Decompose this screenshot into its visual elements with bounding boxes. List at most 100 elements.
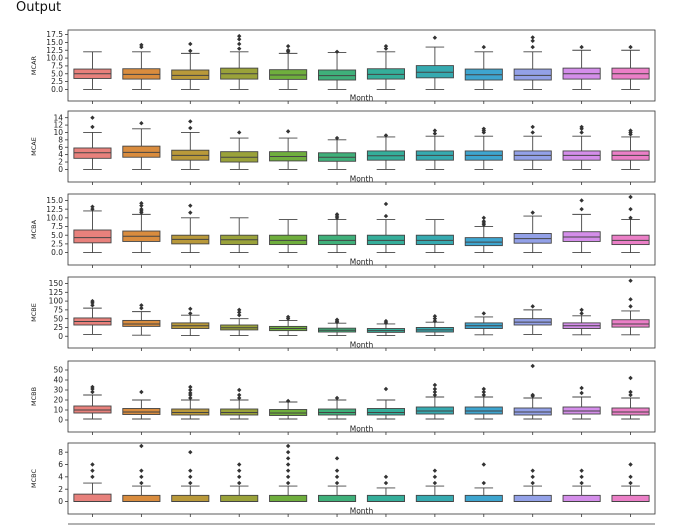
outlier-point (237, 480, 242, 486)
box-month-10 (513, 124, 552, 170)
box-month-11 (562, 124, 601, 170)
outlier-point (530, 210, 535, 215)
box-month-2 (122, 389, 161, 420)
y-tick-label: 20 (53, 396, 63, 405)
box-iqr (171, 494, 210, 502)
panel-frame (67, 442, 656, 515)
outlier-point (579, 307, 584, 313)
box-iqr (611, 234, 650, 246)
outlier-point (334, 212, 340, 217)
outlier-point (237, 307, 242, 313)
box-month-7 (366, 133, 405, 170)
outlier-point (383, 474, 389, 480)
outlier-point (383, 133, 389, 138)
outlier-point (139, 389, 144, 395)
outlier-point (481, 480, 486, 486)
outlier-point (481, 44, 486, 50)
box-month-10 (513, 363, 552, 420)
y-tick-label: 15.0 (46, 38, 63, 47)
y-axis-label: MCBB (30, 387, 38, 406)
outlier-point (139, 443, 144, 449)
outlier-point (530, 124, 535, 130)
y-tick-label: 10.0 (46, 54, 63, 63)
outlier-point (139, 121, 144, 126)
box-month-4 (220, 33, 259, 90)
panel-frame (67, 276, 656, 349)
y-tick-label: 10 (53, 406, 63, 415)
box-month-2 (122, 303, 161, 336)
box-iqr (220, 494, 259, 502)
box-month-7 (366, 474, 405, 503)
outlier-point (628, 474, 633, 480)
box-month-12 (611, 194, 650, 254)
outlier-point (285, 48, 291, 53)
box-month-3 (171, 119, 210, 170)
box-month-4 (220, 130, 259, 170)
x-axis-label: Month (350, 341, 374, 350)
outlier-point (579, 474, 584, 480)
y-tick-label: 7.5 (51, 222, 63, 231)
panel-frame (67, 193, 656, 266)
outlier-point (334, 474, 340, 480)
outlier-point (579, 130, 584, 135)
box-month-5 (269, 129, 308, 170)
panel-mcba: 0.02.55.07.510.012.515.0 MCBA Month (30, 193, 656, 268)
y-tick-label: 6 (58, 143, 63, 152)
outlier-point (530, 38, 535, 44)
y-axis-label: MCBE (30, 303, 38, 322)
outlier-point (139, 468, 144, 473)
x-axis-label: Month (350, 175, 374, 184)
y-tick-label: 0 (58, 332, 63, 341)
panel-frame (67, 29, 656, 102)
outlier-point (628, 389, 633, 395)
y-tick-label: 5.0 (51, 231, 63, 240)
y-tick-label: 0.0 (51, 248, 63, 257)
outlier-point (432, 389, 438, 395)
y-tick-label: 7.5 (51, 62, 63, 71)
box-month-4 (220, 307, 259, 336)
outlier-point (188, 311, 193, 316)
outlier-point (383, 213, 389, 219)
box-iqr (464, 494, 503, 502)
y-tick-label: 125 (49, 288, 64, 297)
box-month-3 (171, 203, 210, 254)
outlier-point (481, 386, 486, 392)
box-month-4 (220, 217, 259, 254)
y-tick-label: 50 (53, 366, 63, 375)
box-month-10 (513, 304, 552, 335)
box-month-5 (269, 219, 308, 254)
outlier-point (285, 43, 291, 49)
outlier-point (579, 124, 584, 130)
outlier-point (579, 198, 584, 203)
outlier-point (530, 304, 535, 309)
box-month-6 (318, 49, 357, 90)
outlier-point (432, 35, 438, 40)
outlier-point (285, 480, 291, 486)
box-month-5 (269, 443, 308, 503)
box-month-7 (366, 201, 405, 254)
y-tick-label: 10 (53, 128, 63, 137)
box-iqr (318, 494, 357, 502)
box-month-2 (122, 443, 161, 503)
outlier-point (530, 474, 535, 480)
y-tick-label: 30 (53, 386, 63, 395)
box-iqr (513, 494, 552, 502)
outlier-point (237, 395, 242, 401)
outlier-point (334, 456, 340, 461)
outlier-point (139, 201, 144, 206)
x-axis-label: Month (350, 258, 374, 267)
outlier-point (188, 449, 193, 455)
box-iqr (269, 494, 308, 502)
outlier-point (90, 204, 95, 209)
outlier-point (432, 128, 438, 133)
box-iqr (122, 494, 161, 502)
y-tick-label: 8 (58, 135, 63, 144)
box-month-7 (366, 43, 405, 90)
box-month-11 (562, 44, 601, 90)
box-month-12 (611, 462, 650, 503)
outlier-point (285, 314, 291, 320)
y-tick-label: 0.0 (51, 85, 63, 94)
y-tick-label: 12.5 (46, 46, 63, 55)
box-month-3 (171, 449, 210, 503)
